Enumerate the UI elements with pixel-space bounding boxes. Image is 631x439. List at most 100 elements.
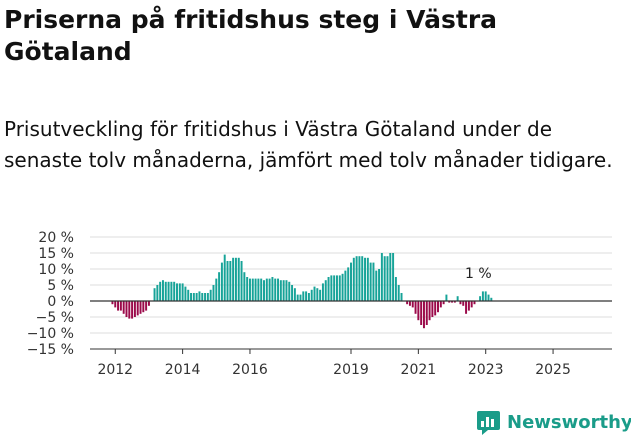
x-tick-label: 2012: [97, 362, 133, 378]
y-tick-label: −15 %: [27, 342, 74, 358]
bar: [279, 280, 282, 301]
bar: [473, 301, 476, 305]
bar: [268, 278, 271, 301]
bar: [263, 280, 265, 301]
bar: [479, 296, 482, 301]
bar: [442, 301, 445, 305]
bar: [411, 301, 414, 308]
bar-series: [111, 253, 493, 329]
newsworthy-logo[interactable]: Newsworthy: [476, 408, 631, 436]
bar: [470, 301, 473, 308]
bar: [218, 272, 221, 301]
bar: [181, 283, 184, 301]
axes: [90, 300, 612, 354]
y-tick-label: −10 %: [27, 326, 74, 342]
bar: [167, 281, 170, 301]
bar: [347, 267, 350, 301]
bar: [209, 289, 212, 301]
bar: [431, 301, 434, 317]
bar: [394, 277, 397, 301]
bar: [257, 278, 260, 301]
bar: [131, 301, 134, 319]
bar: [355, 256, 358, 301]
bar: [251, 278, 254, 301]
bar: [344, 270, 347, 301]
bar: [378, 269, 381, 301]
bar: [338, 275, 341, 301]
bar: [156, 285, 159, 301]
y-tick-label: 0 %: [47, 294, 74, 310]
bar: [232, 257, 235, 301]
bar: [240, 261, 243, 301]
bar: [122, 301, 125, 314]
bar: [215, 278, 218, 301]
bar: [201, 293, 204, 301]
bar: [170, 281, 173, 301]
bar: [142, 301, 145, 313]
bar: [408, 301, 411, 306]
bar: [277, 278, 280, 301]
bar: [361, 256, 364, 301]
bar: [417, 301, 420, 321]
y-tick-label: 20 %: [38, 230, 74, 246]
x-tick-label: 2023: [468, 362, 504, 378]
bar: [453, 301, 456, 303]
y-tick-label: 10 %: [38, 262, 74, 278]
bar: [161, 280, 164, 301]
bar: [392, 253, 395, 301]
bar: [299, 294, 302, 301]
chart-subtitle: Prisutveckling för fritidshus i Västra G…: [4, 117, 613, 172]
bar: [176, 283, 178, 301]
bar: [389, 253, 392, 301]
bar: [439, 301, 442, 308]
bar: [445, 294, 448, 301]
bar: [204, 293, 207, 301]
bar: [192, 293, 195, 301]
bar: [462, 301, 465, 306]
newsworthy-chart-icon: [477, 410, 500, 435]
bar: [117, 301, 120, 311]
bar: [358, 256, 361, 301]
bar: [136, 301, 139, 316]
bar: [305, 291, 308, 301]
bar: [302, 291, 305, 301]
bar: [467, 301, 470, 311]
bar: [195, 293, 198, 301]
last-value-annotation: 1 %: [465, 266, 492, 282]
bar: [333, 275, 336, 301]
bar: [293, 288, 296, 301]
x-tick-label: 2025: [535, 362, 571, 378]
bar: [226, 261, 229, 301]
bar: [321, 283, 324, 301]
bar: [271, 277, 274, 301]
bar: [159, 281, 162, 301]
bar: [397, 285, 400, 301]
bar: [490, 297, 493, 301]
bar: [178, 283, 181, 301]
bar: [437, 301, 439, 313]
bar: [375, 270, 378, 301]
bar: [237, 257, 240, 301]
bar: [164, 281, 167, 301]
bar: [330, 275, 333, 301]
bar: [386, 256, 389, 301]
bar: [481, 291, 484, 301]
bar: [422, 301, 425, 329]
bar: [260, 278, 263, 301]
bar: [364, 257, 367, 301]
bar: [459, 301, 462, 305]
y-tick-label: 5 %: [47, 278, 74, 294]
bar: [114, 301, 117, 308]
bar: [465, 301, 468, 314]
bar: [145, 301, 148, 311]
bar: [173, 281, 176, 301]
bar: [198, 291, 201, 301]
bar: [291, 285, 294, 301]
bar: [229, 261, 232, 301]
bar: [128, 301, 131, 319]
bar: [184, 286, 187, 301]
bar: [372, 262, 375, 301]
bar: [187, 289, 190, 301]
bar: [139, 301, 142, 314]
bar: [369, 262, 372, 301]
